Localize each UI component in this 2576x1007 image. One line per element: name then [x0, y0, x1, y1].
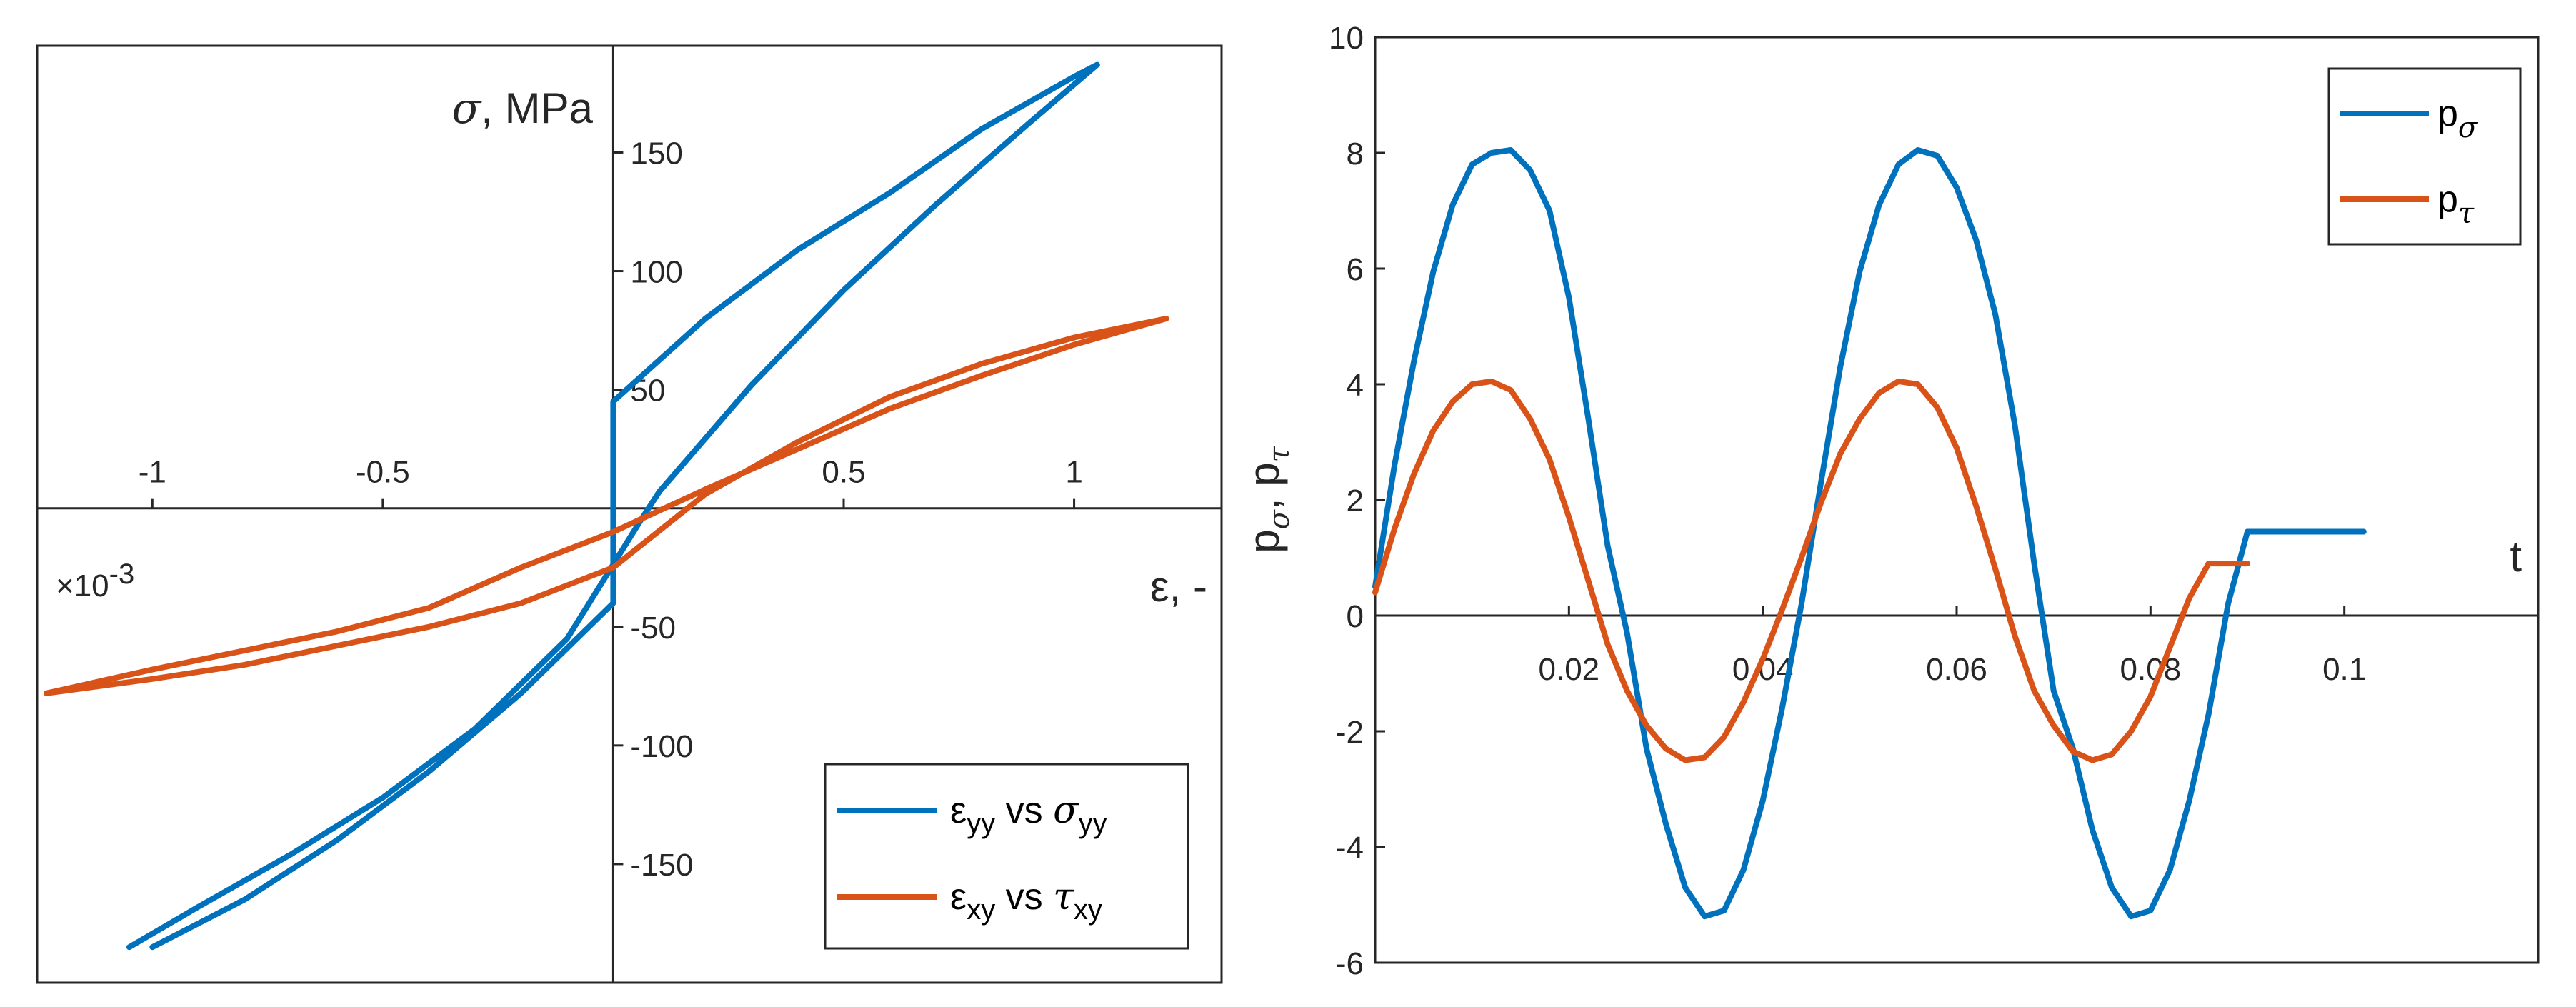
right-legend: pσ pτ [2327, 67, 2522, 246]
left-series-line-2 [43, 316, 1169, 696]
left-x-tick-label: -1 [139, 455, 166, 490]
left-series-line-1 [126, 61, 1100, 951]
right-legend-label-2: pτ [2437, 179, 2475, 230]
right-y-tick-label: -4 [1336, 831, 1364, 866]
left-x-axis-label: ε, - [1150, 563, 1207, 611]
right-y-tick-label: 0 [1347, 599, 1364, 634]
left-y-tick-label: -50 [630, 611, 676, 646]
right-y-axis-label: pσ, pτ [1240, 446, 1296, 553]
right-legend-label-1: pσ [2437, 93, 2479, 144]
right-series-line-1 [1372, 147, 2367, 920]
right-legend-box [2327, 67, 2522, 246]
left-legend: εyy vs σyy εxy vs τxy [824, 763, 1189, 950]
left-y-tick-label: 100 [630, 255, 682, 290]
left-x-tick-label: 1 [1065, 455, 1082, 490]
right-y-tick-label: 6 [1347, 252, 1364, 287]
right-x-tick-label: 0.06 [1926, 652, 1987, 687]
left-x-tick-label: -0.5 [356, 455, 410, 490]
right-y-tick-label: 8 [1347, 136, 1364, 171]
left-y-tick-label: 150 [630, 136, 682, 171]
left-y-axis-label: σ, MPa [451, 84, 593, 134]
left-legend-label-1: εyy vs σyy [950, 789, 1107, 839]
right-y-tick-label: -2 [1336, 715, 1364, 750]
right-y-tick-label: 4 [1347, 368, 1364, 403]
right-y-tick-label: -6 [1336, 946, 1364, 981]
right-y-tick-label: 10 [1329, 21, 1364, 56]
right-x-tick-label: 0.02 [1539, 652, 1600, 687]
right-x-tick-label: 0.1 [2322, 652, 2366, 687]
left-legend-box [824, 763, 1189, 950]
right-series [1372, 147, 2367, 920]
right-x-axis-label: t [2510, 533, 2522, 581]
left-series [43, 61, 1169, 951]
right-series-line-2 [1372, 378, 2250, 763]
right-y-tick-label: 2 [1347, 484, 1364, 518]
right-x-tick-label: 0.08 [2120, 652, 2182, 687]
left-legend-label-2: εxy vs τxy [950, 876, 1102, 926]
left-x-tick-label: 0.5 [822, 455, 865, 490]
left-y-tick-label: -150 [630, 848, 693, 883]
left-x-exponent: ×10-3 [56, 558, 134, 603]
left-y-tick-label: -100 [630, 729, 693, 764]
left-plot-frame [36, 44, 1223, 984]
